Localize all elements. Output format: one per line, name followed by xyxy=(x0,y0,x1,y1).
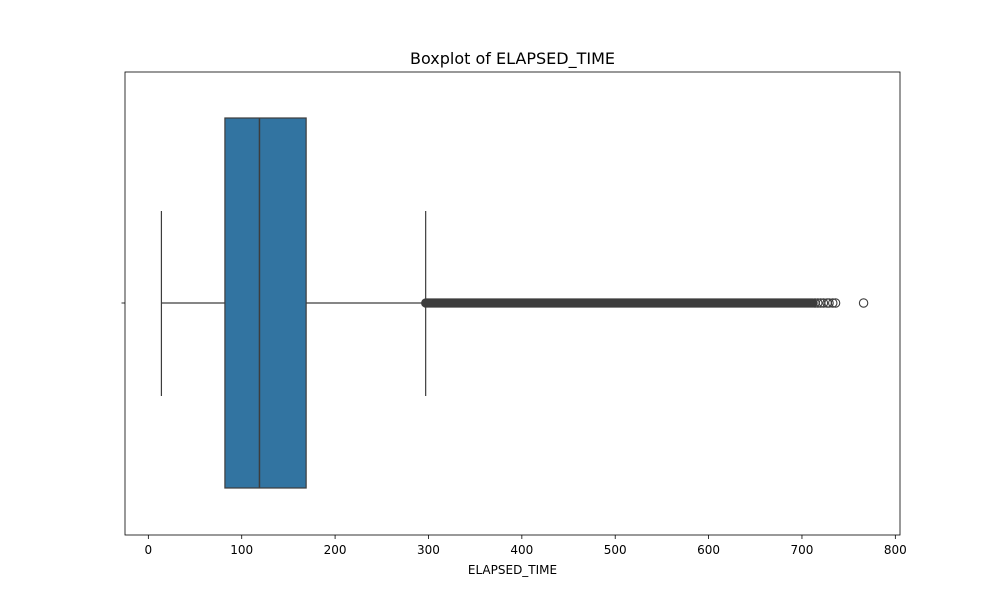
outlier-point xyxy=(830,298,841,308)
x-tick-label: 800 xyxy=(884,543,907,557)
outlier-point xyxy=(858,298,869,308)
plot-frame xyxy=(124,71,901,536)
outlier-point xyxy=(813,298,823,308)
x-tick-label: 400 xyxy=(510,543,533,557)
x-tick-label: 200 xyxy=(324,543,347,557)
x-tick-label: 600 xyxy=(697,543,720,557)
x-tick-label: 700 xyxy=(791,543,814,557)
x-tick-label: 300 xyxy=(417,543,440,557)
x-tick-label: 500 xyxy=(604,543,627,557)
outlier-point xyxy=(828,298,838,308)
chart-title: Boxplot of ELAPSED_TIME xyxy=(410,49,615,69)
dense-outlier-band xyxy=(421,298,818,308)
x-tick-label: 100 xyxy=(230,543,253,557)
x-axis: 0 100 200 300 400 500 600 700 800 xyxy=(145,535,907,557)
outlier-point xyxy=(818,298,829,308)
plot-content xyxy=(160,117,869,489)
x-axis-label: ELAPSED_TIME xyxy=(468,563,557,577)
outlier-point xyxy=(824,298,834,308)
iqr-box xyxy=(224,117,307,489)
x-tick-label: 0 xyxy=(145,543,153,557)
